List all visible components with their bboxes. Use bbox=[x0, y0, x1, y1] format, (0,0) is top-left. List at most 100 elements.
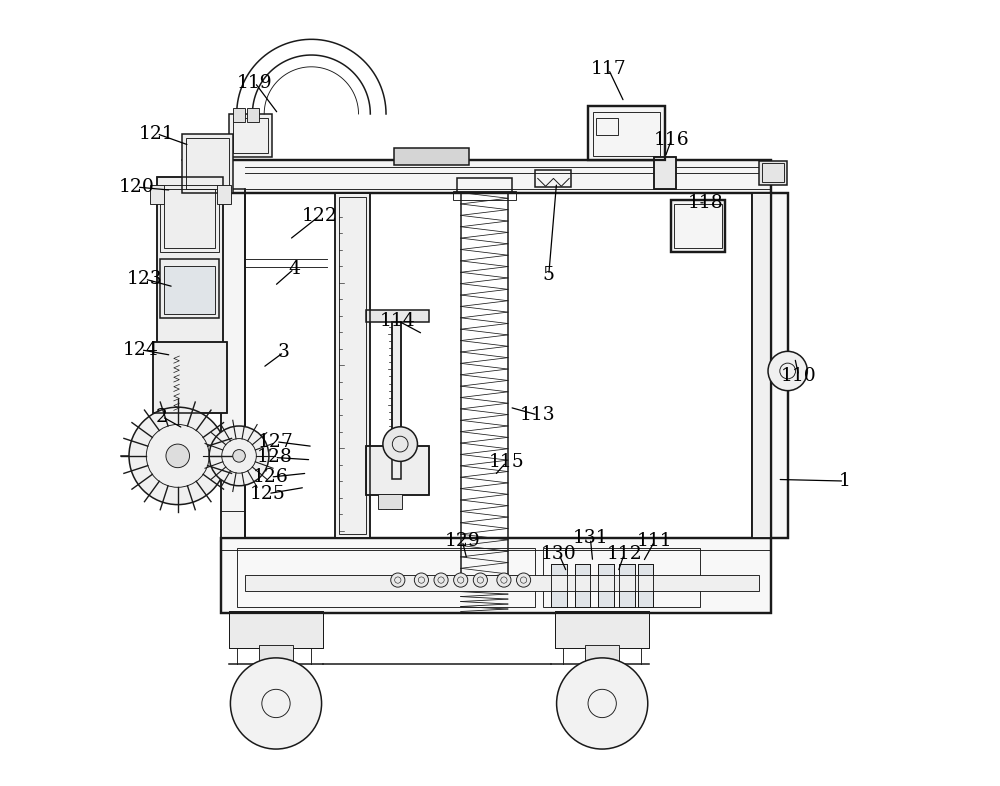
Text: 120: 120 bbox=[119, 178, 155, 196]
Bar bbox=[164, 189, 215, 248]
Bar bbox=[221, 189, 245, 538]
Bar bbox=[598, 564, 614, 607]
Bar bbox=[164, 266, 215, 314]
Bar bbox=[233, 118, 268, 153]
Bar bbox=[555, 611, 649, 648]
Text: 118: 118 bbox=[688, 194, 724, 211]
Bar bbox=[752, 193, 771, 538]
Text: 110: 110 bbox=[781, 367, 817, 384]
Text: 4: 4 bbox=[288, 260, 300, 277]
Bar bbox=[221, 538, 771, 613]
Bar bbox=[596, 118, 618, 135]
Bar bbox=[229, 114, 272, 157]
Bar bbox=[157, 177, 223, 346]
Bar bbox=[593, 112, 660, 156]
Circle shape bbox=[473, 573, 487, 587]
Bar bbox=[366, 310, 429, 322]
Circle shape bbox=[454, 573, 468, 587]
Bar bbox=[394, 148, 469, 165]
Circle shape bbox=[391, 573, 405, 587]
Bar bbox=[588, 106, 665, 160]
Text: 115: 115 bbox=[488, 454, 524, 471]
Circle shape bbox=[129, 407, 226, 505]
Circle shape bbox=[209, 426, 269, 486]
Bar bbox=[671, 200, 725, 252]
Bar bbox=[186, 138, 229, 189]
Bar bbox=[585, 645, 619, 664]
Text: 130: 130 bbox=[541, 545, 577, 563]
Text: 2: 2 bbox=[156, 408, 168, 425]
Text: 113: 113 bbox=[520, 406, 556, 424]
Bar bbox=[237, 548, 535, 607]
Circle shape bbox=[233, 450, 245, 462]
Bar bbox=[233, 108, 245, 122]
Text: 124: 124 bbox=[123, 341, 159, 358]
Bar bbox=[619, 564, 635, 607]
Text: 126: 126 bbox=[253, 468, 288, 486]
Text: 117: 117 bbox=[591, 61, 626, 78]
Bar bbox=[221, 189, 245, 538]
Bar bbox=[575, 564, 590, 607]
Bar bbox=[339, 196, 366, 534]
Bar bbox=[555, 611, 649, 648]
Bar bbox=[247, 108, 259, 122]
Circle shape bbox=[166, 444, 190, 468]
Text: 5: 5 bbox=[543, 266, 555, 284]
Bar bbox=[654, 157, 676, 189]
Bar bbox=[366, 446, 429, 495]
Text: 127: 127 bbox=[258, 433, 294, 450]
Bar bbox=[259, 645, 293, 664]
Circle shape bbox=[383, 427, 417, 461]
Text: 131: 131 bbox=[573, 530, 608, 547]
Bar bbox=[160, 259, 219, 318]
Text: 3: 3 bbox=[278, 343, 290, 361]
Bar bbox=[671, 200, 725, 252]
Bar bbox=[378, 494, 402, 509]
Bar bbox=[551, 564, 567, 607]
Bar bbox=[229, 611, 323, 648]
Circle shape bbox=[414, 573, 428, 587]
Bar bbox=[674, 204, 722, 248]
Bar bbox=[182, 134, 233, 193]
Text: 119: 119 bbox=[237, 74, 273, 91]
Text: 129: 129 bbox=[444, 532, 480, 549]
Bar bbox=[771, 193, 788, 538]
Text: 121: 121 bbox=[139, 125, 174, 142]
Bar bbox=[598, 564, 614, 607]
Bar bbox=[762, 163, 784, 182]
Bar bbox=[221, 160, 771, 193]
Bar bbox=[157, 177, 223, 346]
Text: 112: 112 bbox=[606, 545, 642, 563]
Text: 122: 122 bbox=[301, 208, 337, 225]
Text: 123: 123 bbox=[127, 270, 163, 288]
Bar bbox=[366, 446, 429, 495]
Circle shape bbox=[517, 573, 531, 587]
Bar bbox=[638, 564, 653, 607]
Circle shape bbox=[497, 573, 511, 587]
Bar bbox=[245, 575, 759, 591]
Bar bbox=[752, 193, 771, 538]
Bar bbox=[551, 564, 567, 607]
Text: 128: 128 bbox=[256, 449, 292, 466]
Bar bbox=[453, 191, 516, 200]
Circle shape bbox=[557, 658, 648, 749]
Bar bbox=[335, 193, 370, 538]
Bar bbox=[217, 185, 231, 204]
Text: 1: 1 bbox=[838, 472, 850, 490]
Bar bbox=[392, 322, 401, 479]
Bar bbox=[543, 548, 700, 607]
Bar bbox=[392, 322, 401, 479]
Circle shape bbox=[230, 658, 322, 749]
Bar bbox=[153, 342, 227, 413]
Bar bbox=[619, 564, 635, 607]
Bar bbox=[638, 564, 653, 607]
Bar bbox=[759, 161, 787, 185]
Text: 125: 125 bbox=[250, 485, 286, 502]
Text: 111: 111 bbox=[637, 532, 673, 549]
Bar bbox=[654, 157, 676, 189]
Bar bbox=[535, 170, 571, 187]
Bar bbox=[588, 106, 665, 160]
Bar bbox=[457, 178, 512, 193]
Bar bbox=[229, 611, 323, 648]
Bar bbox=[335, 193, 370, 538]
